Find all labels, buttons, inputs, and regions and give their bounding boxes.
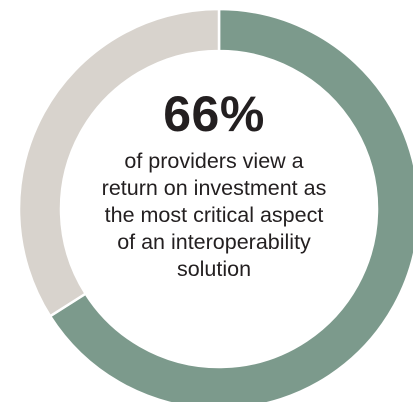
caption-line-2: return on investment as xyxy=(101,176,327,200)
caption-text: of providers view a return on investment… xyxy=(84,148,344,283)
percentage-value: 66% xyxy=(163,86,265,142)
caption-line-5: solution xyxy=(176,257,252,281)
caption-line-1: of providers view a xyxy=(124,149,304,173)
donut-segment-remainder xyxy=(17,7,221,318)
chart-center-label: 66% of providers view a return on invest… xyxy=(84,86,344,283)
caption-line-3: the most critical aspect xyxy=(104,203,324,227)
donut-segment-primary xyxy=(48,7,413,402)
caption-line-4: of an interoperability xyxy=(117,230,311,254)
